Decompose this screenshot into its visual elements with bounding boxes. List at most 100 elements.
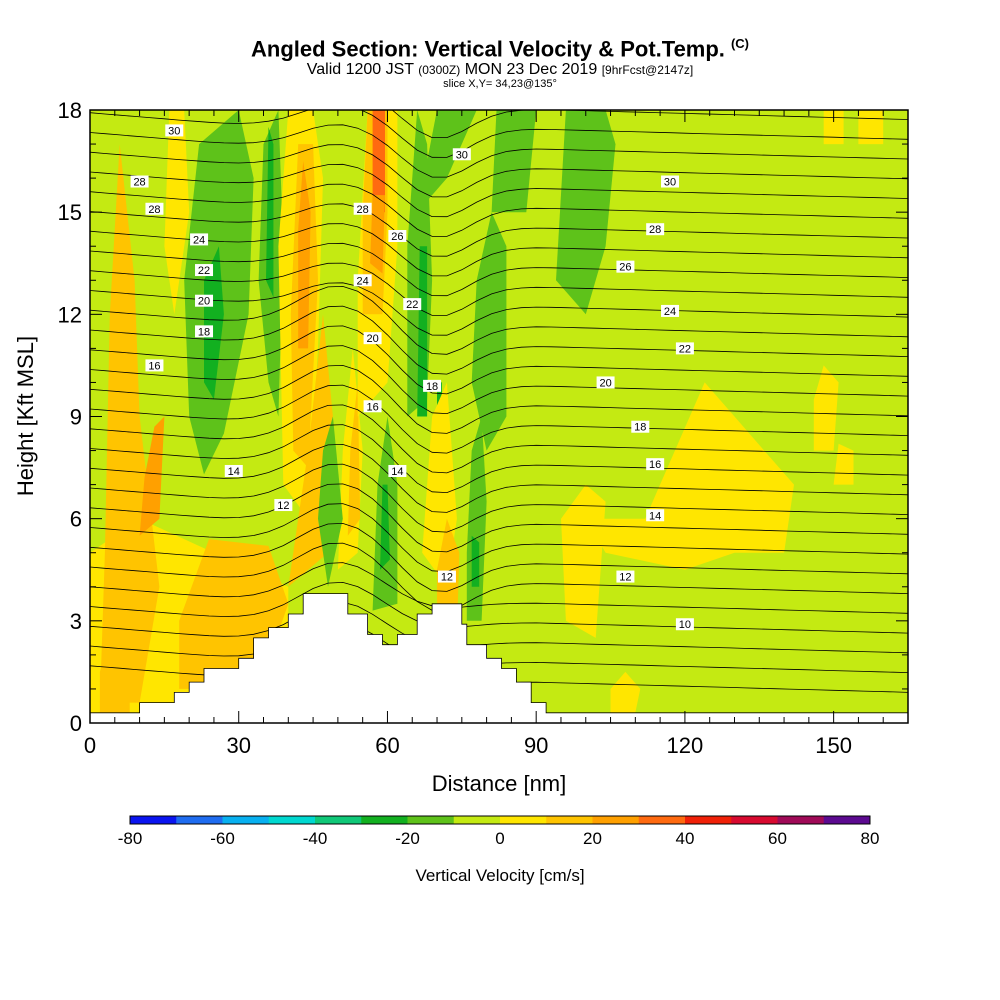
chart-subtitle: Valid 1200 JST (0300Z) MON 23 Dec 2019 [… xyxy=(0,61,1000,79)
contour-label: 22 xyxy=(675,342,694,355)
velocity-region xyxy=(372,110,385,213)
x-axis: 0 30 60 90 120 150 xyxy=(84,110,909,758)
contour-label: 18 xyxy=(423,379,442,393)
theta-contour xyxy=(90,601,908,654)
contour-labels: 30 28 28 24 22 20 18 16 14 12 28 26 24 22 20 18 16 14 12 30… xyxy=(130,124,694,631)
y-axis: 0 3 6 9 12 15 18 xyxy=(58,98,908,736)
velocity-region xyxy=(585,382,794,570)
colorbar-swatch xyxy=(731,816,778,824)
forecast-info: [9hrFcst@2147z] xyxy=(601,63,694,77)
contour-label-text: 26 xyxy=(391,231,403,243)
utc-time: (0300Z) xyxy=(418,63,461,77)
contour-label-text: 18 xyxy=(634,422,646,434)
colorbar-tick-label: 60 xyxy=(768,829,787,848)
contour-label-text: 30 xyxy=(664,177,676,189)
contour-label: 14 xyxy=(646,509,665,522)
colorbar-swatch xyxy=(407,816,455,824)
colorbar-tick-label: -60 xyxy=(210,829,235,848)
valid-date: MON 23 Dec 2019 xyxy=(464,61,598,78)
contour-label-bg xyxy=(195,264,214,277)
contour-label-text: 24 xyxy=(357,275,369,287)
contour-label: 22 xyxy=(403,298,422,311)
x-axis-label: Distance [nm] xyxy=(432,771,567,796)
contour-label: 18 xyxy=(195,325,214,338)
theta-contour xyxy=(90,424,908,494)
contour-label: 24 xyxy=(661,304,680,318)
theta-contour xyxy=(90,305,908,375)
contour-label-bg xyxy=(224,464,243,477)
contour-label-bg xyxy=(616,570,635,583)
theta-contour xyxy=(90,364,908,434)
contour-label: 30 xyxy=(165,124,184,137)
contour-label-bg xyxy=(363,332,382,345)
contour-label-text: 28 xyxy=(133,177,145,189)
colorbar-swatch xyxy=(361,816,408,824)
y-tick-label: 15 xyxy=(58,200,82,225)
contour-label-bg xyxy=(423,379,442,392)
velocity-region xyxy=(370,195,385,274)
contour-label-bg xyxy=(388,230,407,243)
contour-label-text: 22 xyxy=(406,299,418,311)
contour-label-text: 20 xyxy=(366,333,378,345)
contour-label-text: 16 xyxy=(649,459,661,471)
contour-label-text: 26 xyxy=(619,262,631,274)
contour-label-text: 18 xyxy=(426,381,438,393)
contour-label-text: 24 xyxy=(193,234,205,246)
colorbar-swatch xyxy=(685,816,732,824)
colorbar-swatch xyxy=(500,816,547,824)
theta-contour xyxy=(90,503,908,573)
contour-label: 28 xyxy=(145,202,164,216)
velocity-region xyxy=(266,127,274,298)
y-tick-label: 0 xyxy=(70,711,82,736)
contour-label-bg xyxy=(403,298,422,311)
velocity-region xyxy=(471,535,480,587)
contour-label-text: 14 xyxy=(391,466,403,478)
y-tick-label: 3 xyxy=(70,609,82,634)
y-tick-label: 18 xyxy=(58,98,82,123)
contour-label-bg xyxy=(661,304,680,317)
x-tick-label: 60 xyxy=(375,733,399,758)
contour-label-bg xyxy=(596,376,615,389)
contour-label-bg xyxy=(616,260,635,273)
colorbar: -80 -60 -40 -20 0 20 40 60 80 xyxy=(118,815,879,848)
contour-label: 16 xyxy=(646,458,665,471)
colorbar-tick-label: 40 xyxy=(676,829,695,848)
colorbar-swatch xyxy=(638,816,686,824)
colorbar-label: Vertical Velocity [cm/s] xyxy=(415,866,584,885)
contour-label: 24 xyxy=(190,233,209,246)
contour-label: 14 xyxy=(224,464,243,478)
contour-label-bg xyxy=(353,202,372,215)
contour-label-text: 18 xyxy=(198,326,210,338)
contour-label-text: 30 xyxy=(456,149,468,161)
velocity-region xyxy=(610,671,641,713)
contour-label-text: 20 xyxy=(599,377,611,389)
velocity-region xyxy=(417,246,428,417)
velocity-region xyxy=(99,637,130,713)
contour-label-text: 22 xyxy=(198,265,210,277)
contour-label: 28 xyxy=(353,202,372,216)
colorbar-tick-label: -80 xyxy=(118,829,143,848)
theta-contour xyxy=(90,223,908,277)
colorbar-frame xyxy=(129,815,871,825)
velocity-region xyxy=(164,110,190,315)
theta-contour xyxy=(90,242,908,297)
colorbar-swatch xyxy=(777,816,825,824)
theta-contour xyxy=(90,110,908,158)
x-tick-label: 150 xyxy=(815,733,852,758)
contour-label: 14 xyxy=(388,464,407,478)
contour-label-text: 12 xyxy=(441,572,453,584)
chart-title: Angled Section: Vertical Velocity & Pot.… xyxy=(0,36,1000,62)
contour-label: 12 xyxy=(437,570,456,584)
contour-label-bg xyxy=(437,570,456,583)
y-axis-label: Height [Kft MSL] xyxy=(13,336,38,496)
colorbar-swatch xyxy=(453,816,501,824)
contour-label: 20 xyxy=(195,294,214,308)
theta-contour xyxy=(90,285,908,355)
plot-area: 30 28 28 24 22 20 18 16 14 12 28 26 24 22 20 18 16 14 12 30… xyxy=(90,110,908,723)
colorbar-tick-label: 0 xyxy=(495,829,504,848)
contour-label: 28 xyxy=(646,223,665,236)
theta-contour xyxy=(90,542,908,612)
theta-contour xyxy=(90,282,908,336)
theta-contour xyxy=(90,443,908,513)
